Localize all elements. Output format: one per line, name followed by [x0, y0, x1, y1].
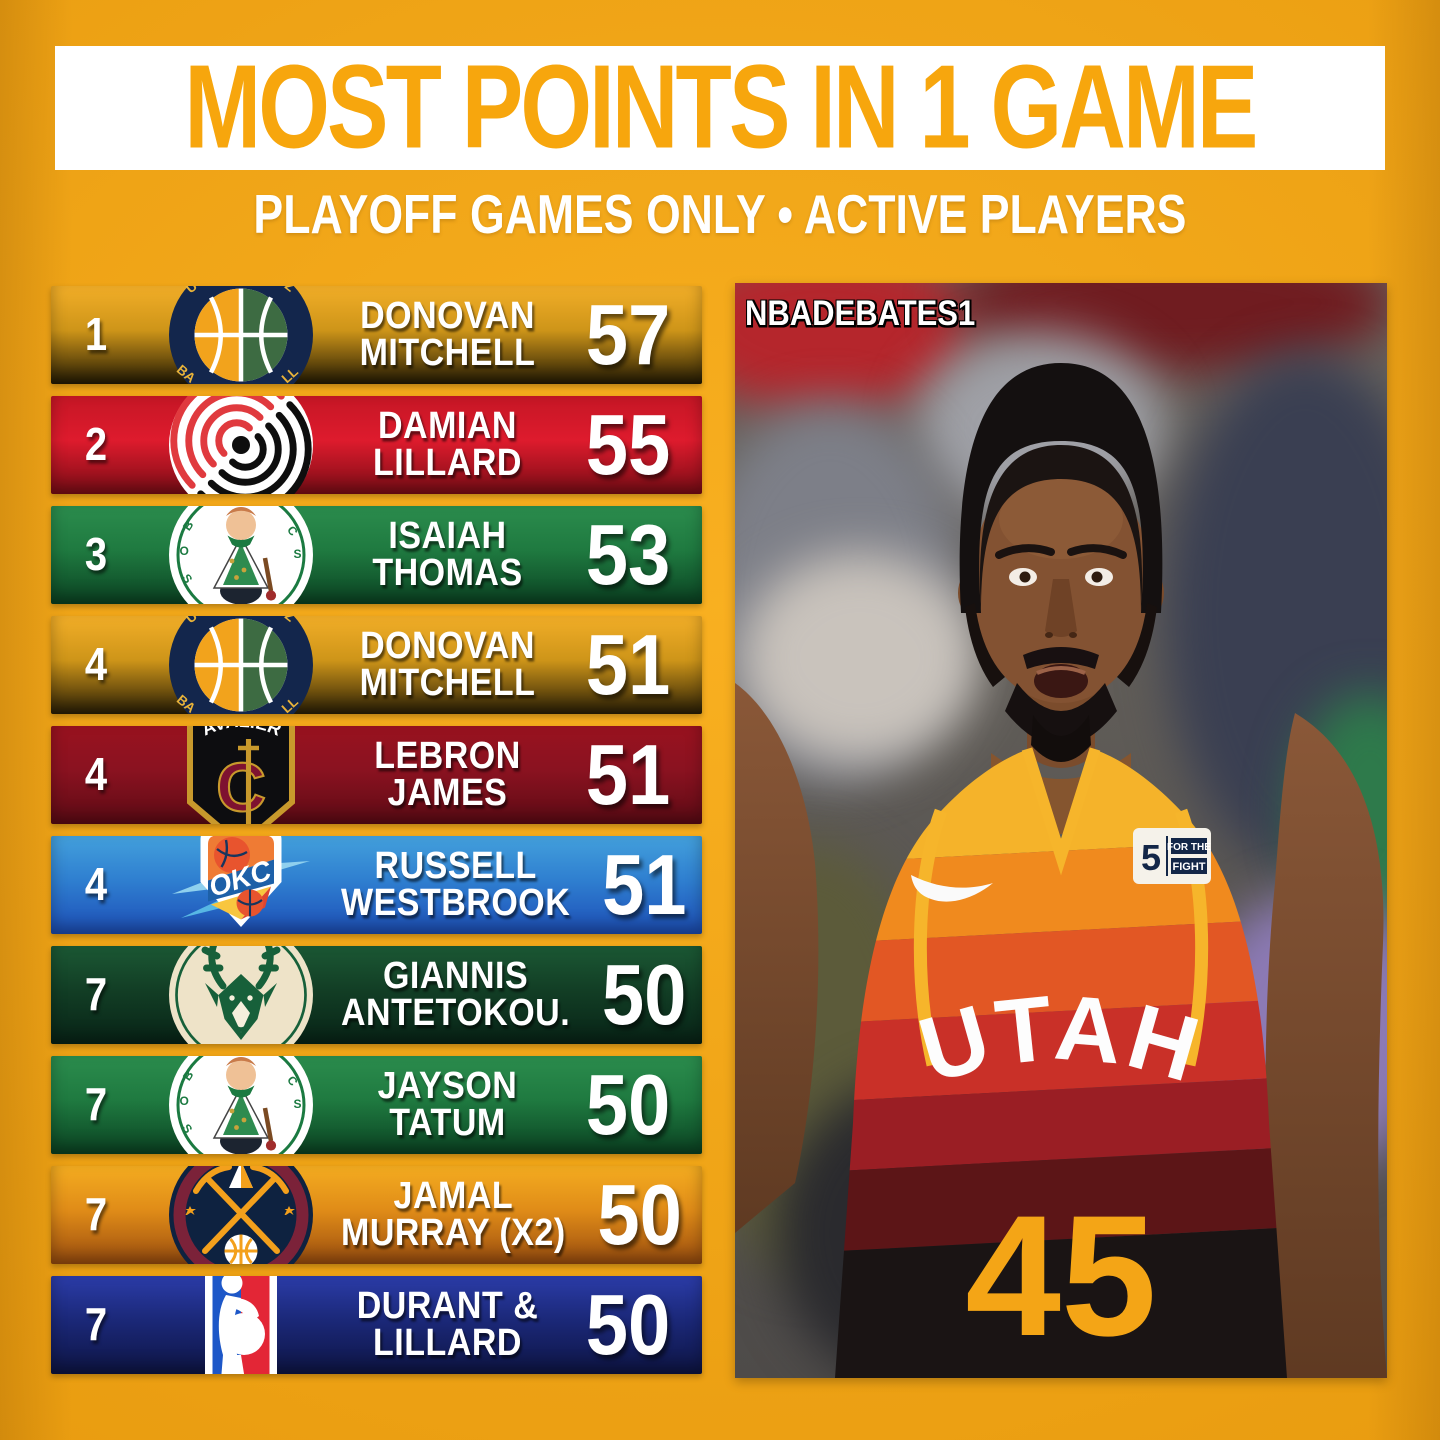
cavaliers-logo-icon: CAVALIERS C	[141, 726, 341, 824]
player-name: ISAIAH THOMAS	[372, 514, 523, 595]
rank-label: 7	[84, 1299, 108, 1350]
neck-trim	[1021, 747, 1101, 876]
donovan-mitchell-illustration: 5 FOR THE FIGHT UTAH 45	[735, 363, 1387, 1378]
svg-text:LL: LL	[279, 694, 301, 714]
rank-label: 4	[84, 639, 108, 690]
svg-text:S: S	[294, 1097, 302, 1111]
player-name: RUSSELL WESTBROOK	[341, 844, 571, 925]
nike-swoosh-icon	[911, 875, 993, 902]
celtics-logo-icon: B O S C S	[141, 506, 341, 604]
watermark: NBADEBATES1	[745, 293, 976, 334]
player-name: JAYSON TATUM	[377, 1064, 518, 1145]
table-row: 4 CAVALIERS C LEBRON JAMES 51	[51, 726, 702, 824]
okc-thunder-logo-icon: OKC	[141, 836, 341, 934]
points-value: 51	[585, 727, 671, 823]
jersey-number: 45	[965, 1180, 1156, 1372]
table-row: 4 U Z BA LL	[51, 616, 702, 714]
points-value: 50	[597, 1167, 682, 1263]
crowd-blur-faces	[740, 553, 980, 763]
nuggets-logo-icon	[141, 1166, 341, 1264]
right-arm	[1265, 713, 1387, 1378]
player-name: JAMAL MURRAY (X2)	[341, 1174, 566, 1255]
rank-label: 4	[84, 859, 108, 910]
player-name: DAMIAN LILLARD	[373, 404, 522, 485]
table-row: 7 B O S C S	[51, 1056, 702, 1154]
left-armhole-trim	[913, 808, 948, 1067]
points-value: 50	[585, 1057, 671, 1153]
svg-text:5: 5	[1141, 837, 1161, 878]
points-value: 50	[601, 947, 687, 1043]
svg-text:U: U	[183, 286, 200, 296]
table-row: 3 B O S C S	[51, 506, 702, 604]
rank-label: 4	[84, 749, 108, 800]
points-value: 51	[585, 617, 671, 713]
table-row: 2	[51, 396, 702, 494]
points-value: 55	[585, 397, 671, 493]
player-name: LEBRON JAMES	[374, 734, 521, 815]
title-banner: MOST POINTS IN 1 GAME	[55, 41, 1385, 174]
svg-text:FOR THE: FOR THE	[1167, 842, 1211, 853]
player-name: DONOVAN MITCHELL	[359, 294, 536, 375]
player-photo: 5 FOR THE FIGHT UTAH 45	[735, 283, 1387, 1378]
player-name: GIANNIS ANTETOKOU.	[341, 954, 571, 1035]
table-row: 7 DURANT & LILLARD 50	[51, 1276, 702, 1374]
trail-blazers-logo-icon	[141, 396, 341, 494]
page-title: MOST POINTS IN 1 GAME	[184, 41, 1258, 174]
svg-text:O: O	[180, 1094, 189, 1108]
table-row: 4 OKC RUSSELL WESTBROOK 51	[51, 836, 702, 934]
rank-label: 7	[84, 1189, 108, 1240]
table-row: 7 GIANNIS ANTETOKOU. 50	[51, 946, 702, 1044]
rank-label: 7	[84, 969, 108, 1020]
svg-text:C: C	[216, 749, 266, 824]
points-value: 50	[585, 1277, 671, 1373]
nba-logo-icon	[141, 1276, 341, 1374]
bucks-logo-icon	[141, 946, 341, 1044]
player-name: DONOVAN MITCHELL	[359, 624, 536, 705]
rank-label: 3	[84, 529, 108, 580]
table-row: 1 U Z BA LL	[51, 286, 702, 384]
points-value: 57	[585, 287, 671, 383]
svg-text:Z: Z	[282, 286, 298, 295]
table-row: 7 JAMAL MURRAY (	[51, 1166, 702, 1264]
utah-jazz-logo-icon: U Z BA LL	[141, 616, 341, 714]
left-arm	[735, 683, 819, 1233]
utah-jazz-logo-icon: U Z BA LL	[141, 286, 341, 384]
jersey-patch: 5 FOR THE FIGHT	[1133, 828, 1211, 884]
svg-text:Z: Z	[282, 616, 298, 625]
player-head	[958, 363, 1164, 762]
svg-text:O: O	[180, 544, 189, 558]
points-value: 53	[585, 507, 671, 603]
celtics-logo-icon: B O S C S	[141, 1056, 341, 1154]
player-name: DURANT & LILLARD	[356, 1284, 539, 1365]
svg-text:LL: LL	[279, 364, 301, 384]
rank-label: 1	[84, 309, 108, 360]
subtitle-bar: PLAYOFF GAMES ONLY • ACTIVE PLAYERS	[0, 183, 1440, 245]
svg-text:FIGHT: FIGHT	[1173, 861, 1206, 873]
page-subtitle: PLAYOFF GAMES ONLY • ACTIVE PLAYERS	[253, 183, 1187, 245]
ranking-list: 1 U Z BA LL	[51, 286, 702, 1386]
svg-text:S: S	[294, 547, 302, 561]
rank-label: 2	[84, 419, 108, 470]
rank-label: 7	[84, 1079, 108, 1130]
points-value: 51	[602, 837, 687, 933]
svg-text:U: U	[183, 616, 200, 626]
